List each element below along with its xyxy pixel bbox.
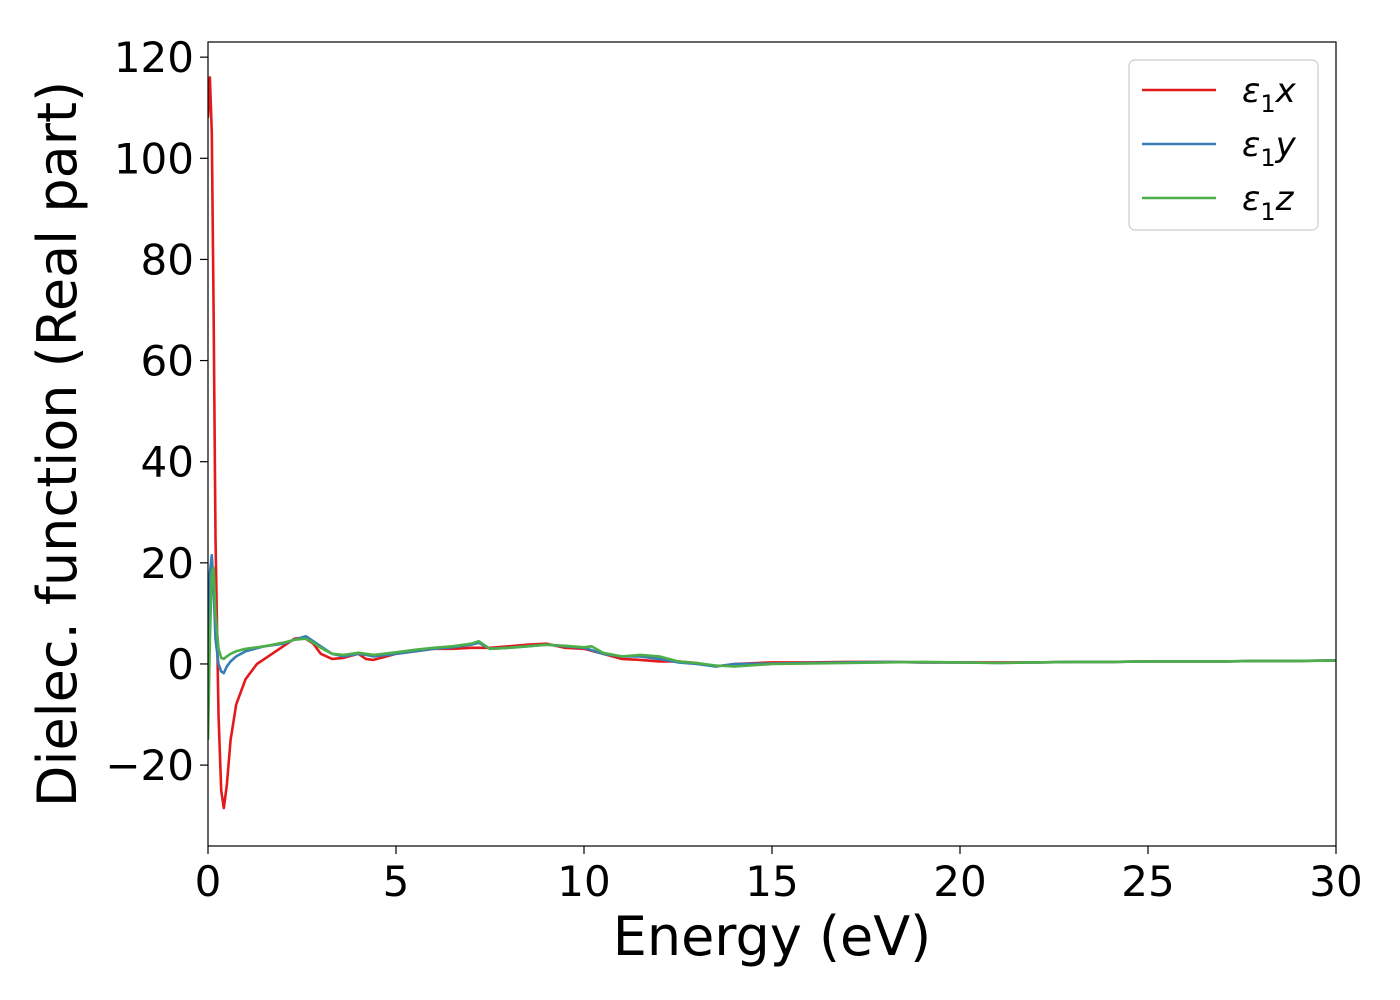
y-tick-label: 0 bbox=[167, 640, 194, 689]
series-line-z bbox=[208, 566, 1336, 740]
legend-label-component: z bbox=[1275, 179, 1295, 219]
x-tick-label: 0 bbox=[195, 857, 222, 906]
y-axis: −20 0 20 40 60 80 100 120 bbox=[105, 33, 208, 790]
legend-box bbox=[1128, 59, 1319, 231]
y-tick-label: 100 bbox=[114, 134, 194, 183]
legend-label: ε1y bbox=[1242, 125, 1297, 172]
series-layer bbox=[208, 76, 1336, 810]
legend-label-subscript: 1 bbox=[1260, 198, 1275, 226]
x-tick-label: 20 bbox=[933, 857, 986, 906]
legend-label: ε1z bbox=[1242, 179, 1295, 226]
y-tick-label: 80 bbox=[141, 235, 194, 284]
x-tick-label: 15 bbox=[745, 857, 798, 906]
x-tick-label: 10 bbox=[557, 857, 610, 906]
x-axis-title: Energy (eV) bbox=[613, 905, 932, 968]
x-tick-label: 5 bbox=[383, 857, 410, 906]
legend-label-component: y bbox=[1275, 125, 1297, 165]
y-tick-label: 40 bbox=[141, 438, 194, 487]
legend-label: ε1x bbox=[1242, 71, 1297, 118]
legend-label-base: ε bbox=[1242, 179, 1260, 219]
x-axis: 0 5 10 15 20 25 30 bbox=[195, 846, 1363, 906]
y-tick-label: 60 bbox=[141, 337, 194, 386]
x-tick-label: 30 bbox=[1309, 857, 1362, 906]
y-tick-label: 20 bbox=[141, 539, 194, 588]
legend-label-base: ε bbox=[1242, 71, 1260, 111]
x-tick-label: 25 bbox=[1121, 857, 1174, 906]
legend-label-base: ε bbox=[1242, 125, 1260, 165]
legend-label-subscript: 1 bbox=[1260, 144, 1275, 172]
y-axis-title: Dielec. function (Real part) bbox=[26, 81, 89, 807]
series-line-y bbox=[208, 553, 1336, 725]
y-tick-label: 120 bbox=[114, 33, 194, 82]
y-tick-label: −20 bbox=[105, 741, 194, 790]
legend-label-subscript: 1 bbox=[1260, 90, 1275, 118]
legend-label-component: x bbox=[1275, 71, 1297, 111]
